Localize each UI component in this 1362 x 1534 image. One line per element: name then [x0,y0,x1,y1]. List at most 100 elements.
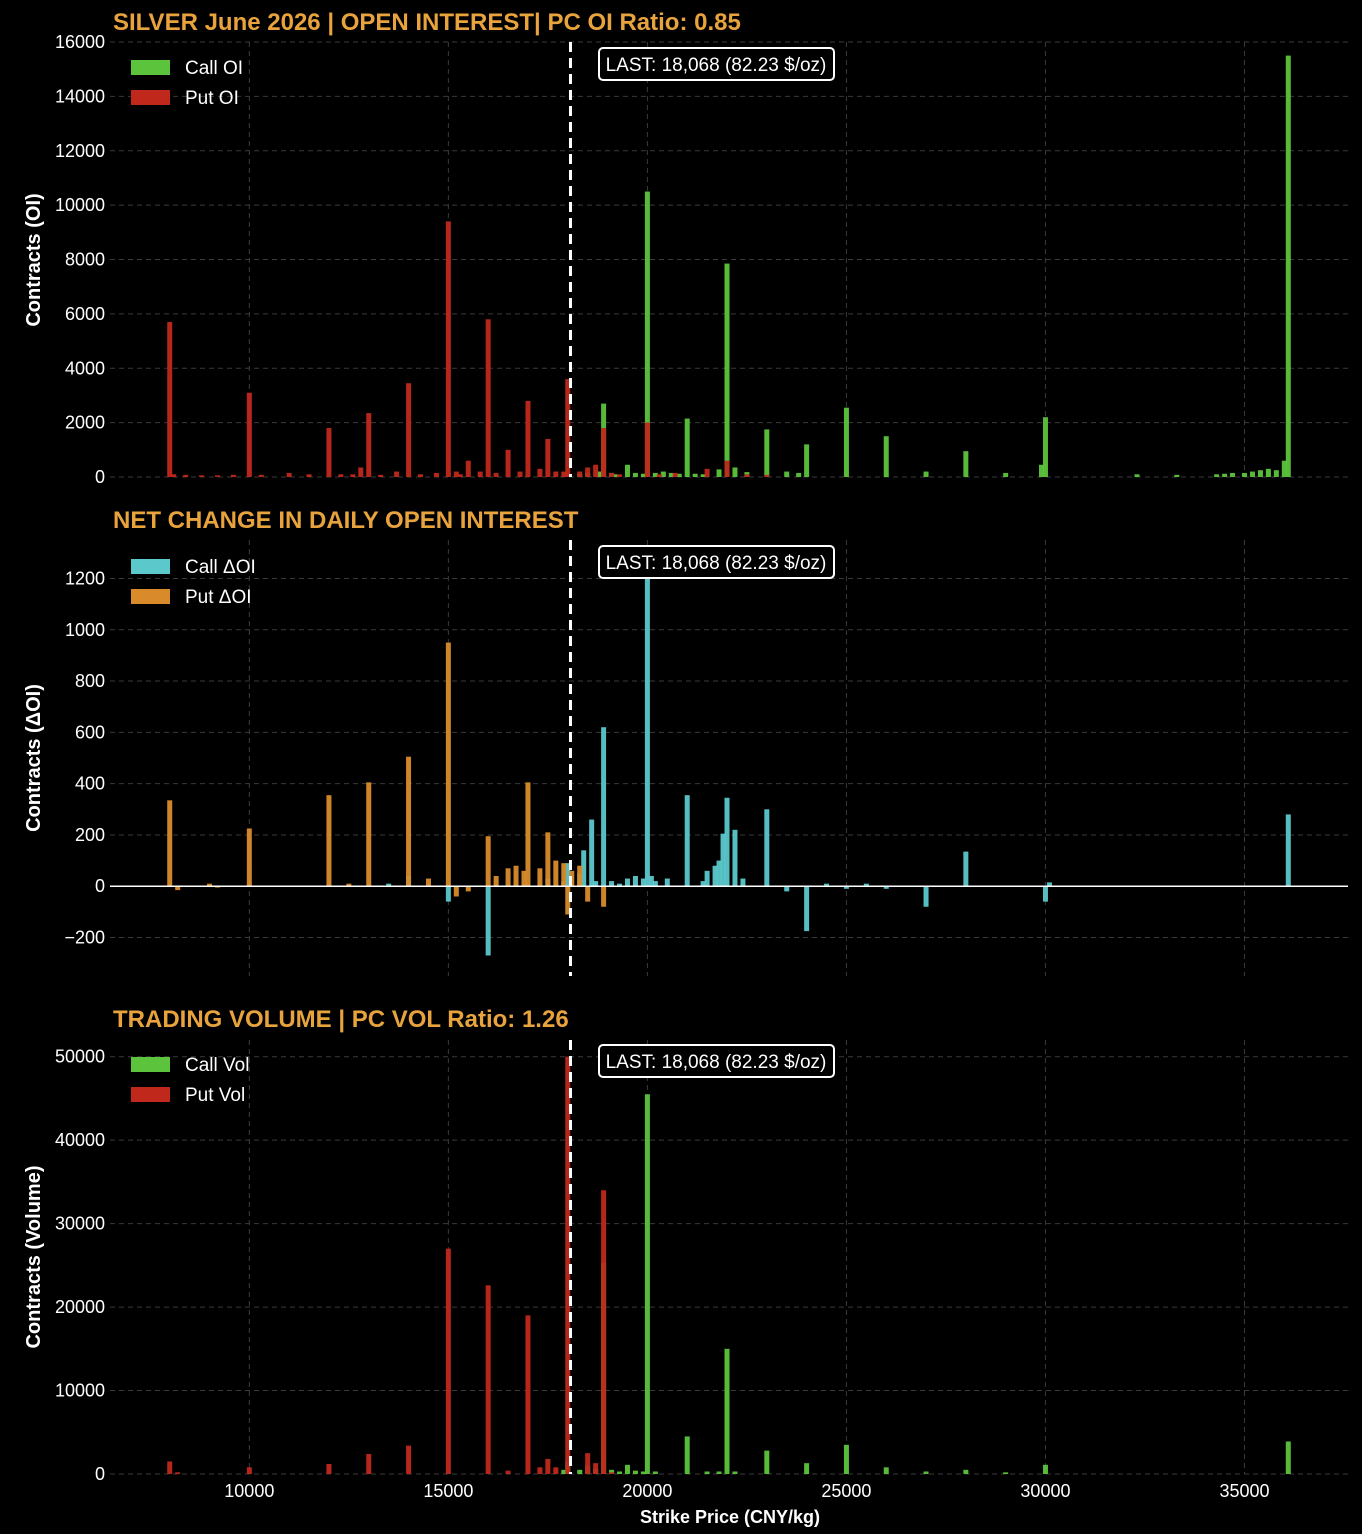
bar-call-vol-25000 [843,1444,849,1474]
bar-call-vol-36100 [1285,1441,1291,1474]
last-price-box: LAST: 18,068 (82.23 $/oz) [598,545,835,579]
bar-put-oi-14000 [406,756,412,887]
bar-call-oi-19200 [613,474,619,477]
bar-call-oi-29000 [1003,472,1009,477]
y-tick-label: 8000 [65,250,105,270]
legend: Call Vol Put Vol [131,1055,249,1106]
legend-swatch-put-vol [131,1087,170,1102]
bar-put-oi-14700 [433,472,439,477]
bar-call-oi-22400 [740,878,746,887]
bar-call-oi-36000 [1281,460,1287,477]
bar-call-oi-20000 [644,191,650,477]
bar-call-vol-27000 [923,1471,929,1474]
bar-call-oi-21800 [716,469,722,477]
panel-trading-volume: 0 10000 20000 30000 40000 50000 10000 15000 2000… [23,1006,1348,1527]
bar-call-oi-16000 [485,886,491,956]
bar-put-oi-13700 [394,471,400,477]
bar-put-oi-18300 [577,865,583,887]
bar-call-oi-19100 [609,881,615,887]
bar-call-vol-22200 [732,1471,738,1474]
bar-call-oi-21000 [684,795,690,887]
legend-swatch-call-vol [131,1057,170,1072]
bar-put-oi-14300 [417,474,423,477]
bar-put-oi-20700 [672,472,678,477]
bar-put-oi-19300 [617,474,623,477]
bar-put-vol-18000 [565,1056,571,1474]
bar-call-oi-25000 [843,886,849,889]
bar-call-oi-22200 [732,829,738,887]
bar-put-oi-13300 [378,474,384,477]
bar-put-vol-18500 [585,1453,591,1474]
y-tick-label: 10000 [55,195,105,215]
x-tick-label: 20000 [622,1481,672,1501]
bar-put-vol-17500 [545,1458,551,1474]
bar-put-oi-14000 [406,383,412,477]
bar-call-oi-35400 [1257,470,1263,477]
y-tick-label: 6000 [65,304,105,324]
bar-call-oi-21400 [700,881,706,887]
bar-call-oi-24000 [804,444,810,477]
y-tick-label: 16000 [55,32,105,52]
y-tick-label: 30000 [55,1214,105,1234]
bar-call-oi-21400 [700,474,706,477]
x-tick-label: 30000 [1020,1481,1070,1501]
legend-swatch-call-doi [131,559,170,574]
x-axis-label: Strike Price (CNY/kg) [640,1507,820,1527]
bar-put-oi-9000 [207,883,213,887]
bar-put-oi-13000 [366,413,372,477]
bar-put-oi-16200 [493,875,499,887]
bar-put-oi-17700 [553,471,559,477]
x-tick-label: 25000 [821,1481,871,1501]
bar-call-oi-19500 [624,878,630,887]
bar-put-oi-17300 [537,468,543,477]
bar-put-vol-16500 [505,1470,511,1474]
bar-put-oi-13000 [366,782,372,887]
bar-put-oi-15800 [477,471,483,477]
y-axis-label: Contracts (OI) [23,193,45,326]
bar-call-oi-26000 [883,436,889,477]
bar-put-oi-12600 [350,474,356,477]
bar-put-oi-16500 [505,868,511,887]
x-tick-label: 35000 [1219,1481,1269,1501]
bar-call-vol-20200 [652,1471,658,1474]
bar-call-oi-21800 [716,860,722,887]
bar-call-oi-18400 [581,850,587,887]
bar-call-oi-13500 [386,883,392,887]
last-price-label: LAST: 18,068 (82.23 $/oz) [606,55,827,76]
bar-call-oi-35200 [1249,471,1255,477]
bar-call-vol-20000 [644,1094,650,1474]
bar-put-oi-17900 [561,471,567,477]
bar-put-oi-15200 [453,471,459,477]
bar-call-oi-35600 [1265,468,1271,477]
bar-call-oi-26000 [883,886,889,889]
bar-put-oi-8000 [167,800,173,887]
bar-put-oi-22000 [724,460,730,477]
bar-call-oi-23500 [784,886,790,892]
y-tick-label: 4000 [65,358,105,378]
bar-call-oi-34700 [1230,472,1236,477]
y-tick-label: −200 [64,928,105,948]
bar-call-oi-18700 [593,881,599,887]
bar-call-vol-21000 [684,1436,690,1474]
bar-call-oi-36100 [1285,55,1291,477]
y-tick-label: 0 [95,1464,105,1484]
bar-put-vol-17300 [537,1467,543,1474]
bar-put-oi-17500 [545,438,551,477]
bar-put-oi-20300 [656,474,662,477]
bar-call-vol-21500 [704,1471,710,1474]
bar-put-vol-17000 [525,1315,531,1474]
bar-call-oi-19700 [632,875,638,887]
bar-put-oi-16800 [517,471,523,477]
bar-put-oi-17000 [525,782,531,887]
legend-swatch-call-oi [131,60,170,75]
bar-put-oi-8000 [167,322,173,477]
bar-call-oi-28000 [963,851,969,887]
bar-call-vol-19300 [617,1471,623,1474]
bar-call-vol-21800 [716,1471,722,1474]
bar-put-oi-18900 [601,886,607,907]
bar-put-oi-20000 [644,422,650,477]
bar-call-oi-28000 [963,451,969,477]
bar-put-oi-18900 [601,428,607,477]
bar-call-oi-20600 [668,472,674,477]
